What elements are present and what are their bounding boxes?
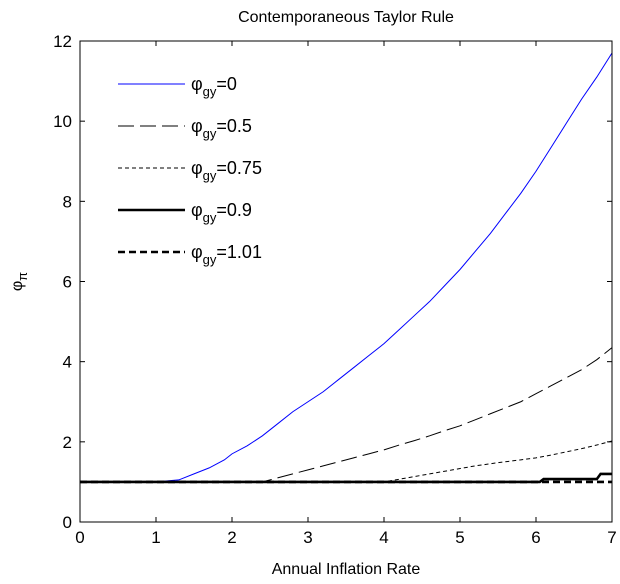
- legend-entry-1: φgy=0.5: [118, 116, 252, 141]
- legend-entry-2: φgy=0.75: [118, 158, 262, 183]
- plot-frame: [79, 40, 613, 523]
- series-line-0: [80, 52, 613, 483]
- x-tick-label: 6: [531, 528, 540, 547]
- y-tick-label: 4: [63, 353, 72, 372]
- series-line-3: [80, 472, 612, 484]
- legend: φgy=0 φgy=0.5 φgy=0.75 φgy=0.9 φgy=1.01: [118, 74, 262, 267]
- y-tick-label: 2: [63, 433, 72, 452]
- y-tick-label: 8: [63, 192, 72, 211]
- y-tick-label: 12: [53, 32, 72, 51]
- x-tick-label: 1: [151, 528, 160, 547]
- y-axis-label: φπ: [9, 272, 30, 291]
- x-tick-label: 3: [303, 528, 312, 547]
- legend-label: φgy=0.5: [191, 116, 252, 141]
- x-axis-label: Annual Inflation Rate: [272, 561, 421, 578]
- y-axis-label-sub: π: [15, 272, 30, 281]
- y-tick-label: 6: [63, 273, 72, 292]
- legend-label: φgy=0.9: [191, 200, 252, 225]
- x-tick-label: 0: [75, 528, 84, 547]
- series-line-2: [80, 440, 613, 483]
- series-line-1: [80, 347, 613, 483]
- plot-area: [80, 52, 613, 484]
- y-tick-label: 0: [63, 513, 72, 532]
- legend-label: φgy=1.01: [191, 242, 262, 267]
- x-tick-label: 7: [607, 528, 616, 547]
- legend-entry-4: φgy=1.01: [118, 242, 262, 267]
- legend-label: φgy=0.75: [191, 158, 262, 183]
- y-tick-label: 10: [53, 112, 72, 131]
- x-tick-label: 2: [227, 528, 236, 547]
- legend-entry-3: φgy=0.9: [118, 200, 252, 225]
- legend-entry-0: φgy=0: [118, 74, 237, 99]
- legend-label: φgy=0: [191, 74, 237, 99]
- chart-title: Contemporaneous Taylor Rule: [238, 9, 454, 26]
- x-tick-label: 4: [379, 528, 388, 547]
- y-axis-label-base: φ: [9, 281, 26, 291]
- x-tick-label: 5: [455, 528, 464, 547]
